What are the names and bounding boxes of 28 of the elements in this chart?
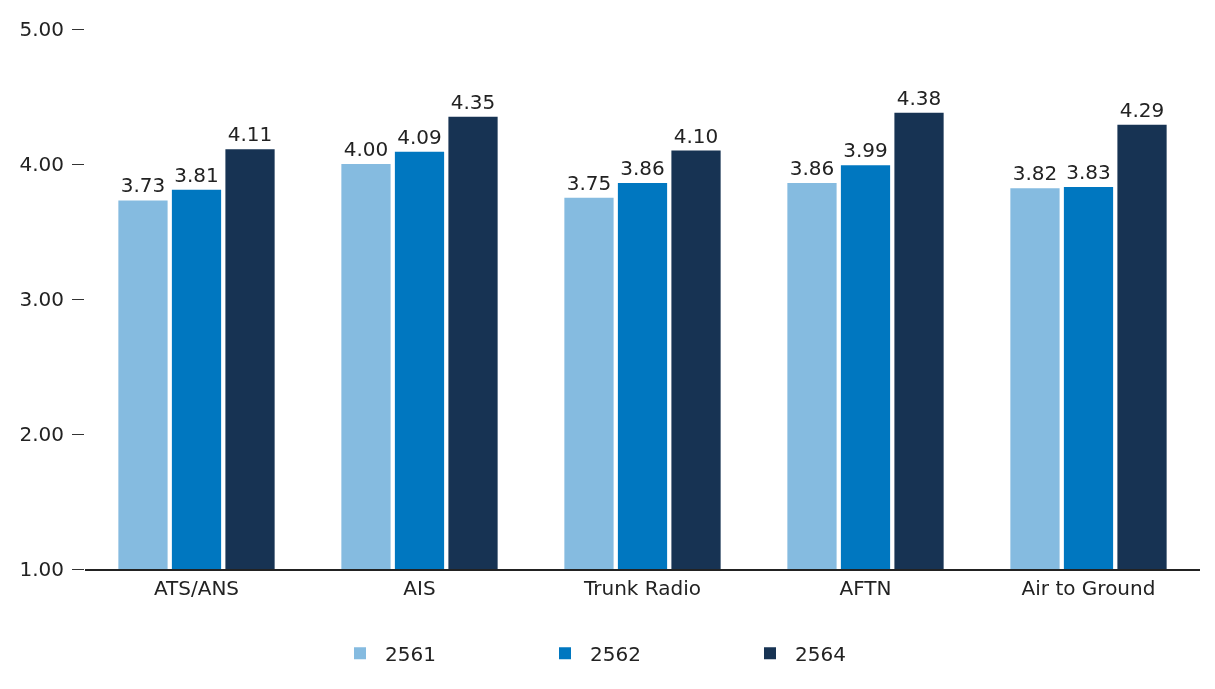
data-label: 4.29 bbox=[1119, 97, 1165, 122]
y-tick-label: 1.00 bbox=[19, 557, 64, 581]
data-label: 3.86 bbox=[620, 155, 665, 180]
data-label: 4.10 bbox=[673, 123, 719, 148]
x-tick-label: AFTN bbox=[839, 575, 892, 600]
data-label: 3.99 bbox=[843, 138, 888, 163]
y-tick-label: 4.00 bbox=[19, 152, 64, 176]
x-tick-label: Air to Ground bbox=[1021, 575, 1156, 600]
data-label: 4.11 bbox=[227, 122, 273, 147]
x-tick-label: AIS bbox=[403, 575, 436, 600]
data-label: 3.81 bbox=[174, 162, 219, 187]
data-label: 3.82 bbox=[1012, 161, 1058, 186]
legend-label: 2562 bbox=[590, 642, 641, 667]
data-label: 3.75 bbox=[566, 170, 612, 195]
y-tick-label: 3.00 bbox=[19, 287, 64, 311]
x-tick-label: ATS/ANS bbox=[153, 575, 240, 600]
y-tick-label: 5.00 bbox=[19, 17, 64, 41]
legend-label: 2561 bbox=[385, 642, 436, 667]
data-label: 4.38 bbox=[896, 85, 942, 110]
x-tick-label: Trunk Radio bbox=[583, 575, 701, 600]
data-label: 4.00 bbox=[343, 137, 389, 161]
data-label: 3.86 bbox=[789, 155, 835, 180]
data-label: 3.83 bbox=[1066, 159, 1111, 184]
legend-label: 2564 bbox=[795, 642, 846, 667]
data-label: 3.73 bbox=[120, 173, 166, 198]
data-label: 4.35 bbox=[450, 89, 496, 114]
y-tick-label: 2.00 bbox=[19, 422, 64, 446]
data-label: 4.09 bbox=[397, 124, 442, 149]
